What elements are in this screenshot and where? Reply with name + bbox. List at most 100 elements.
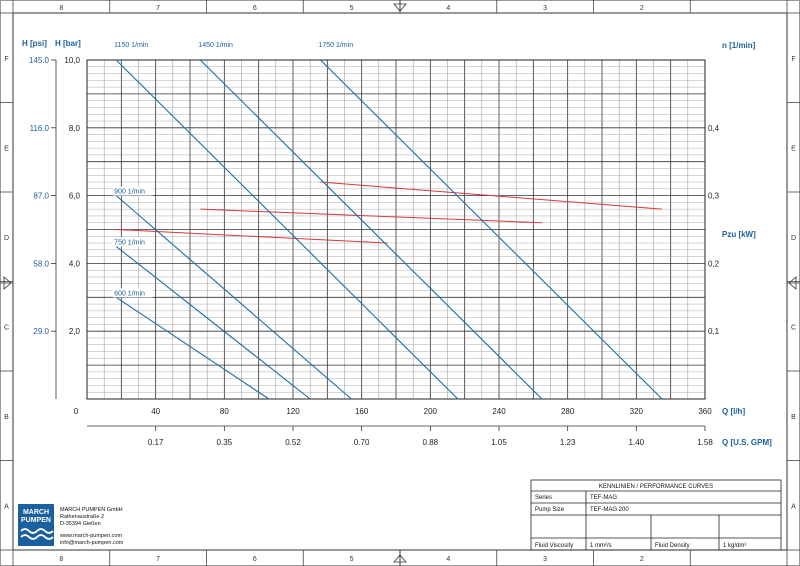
series-label: Series bbox=[535, 495, 552, 501]
head-curve-line bbox=[115, 59, 459, 400]
center-arrow-top-icon bbox=[393, 0, 407, 13]
axis-ticks: 0 40 80 120 160 200 240 280 320 360 0.17 0.35 0.52 0.… bbox=[29, 56, 720, 447]
series-value: TEF-MAG bbox=[590, 495, 617, 501]
head-curve-label: 1750 1/min bbox=[318, 42, 353, 49]
y-bar-tick-label: 6,0 bbox=[69, 192, 81, 201]
y-bar-tick-label: 10,0 bbox=[64, 56, 80, 65]
company-email[interactable]: info@march-pumpen.com bbox=[60, 540, 124, 546]
frame-top-number: 7 bbox=[156, 5, 160, 12]
company-block: MARCH PUMPEN MARCH PUMPEN GmbH Rathenaus… bbox=[18, 504, 124, 546]
x-tick-label: 120 bbox=[286, 407, 300, 416]
frame-left-letter: E bbox=[4, 145, 9, 152]
y-bar-tick-label: 2,0 bbox=[69, 327, 81, 336]
frame-top-number: 2 bbox=[640, 5, 644, 12]
frame-left-letter: F bbox=[4, 56, 8, 63]
frame-labels: 8 7 6 5 4 3 2 8 7 6 5 4 3 2 F F E E D D C C B B A A bbox=[4, 5, 796, 563]
x2-tick-label: 1.23 bbox=[560, 438, 576, 447]
head-curves bbox=[115, 59, 663, 400]
frame-top-number: 5 bbox=[350, 5, 354, 12]
frame-left-letter: A bbox=[4, 503, 9, 510]
head-curve-label: 600 1/min bbox=[114, 290, 145, 297]
frame-right-letter: F bbox=[791, 56, 795, 63]
x-tick-label: 160 bbox=[355, 407, 369, 416]
head-curve-label: 750 1/min bbox=[114, 239, 145, 246]
plot-border bbox=[86, 59, 706, 400]
viscosity-value: 1 mm²/s bbox=[590, 543, 612, 549]
x2-tick-label: 1.58 bbox=[697, 438, 713, 447]
y-psi-tick-label: 116.0 bbox=[30, 124, 50, 133]
y-psi-tick-label: 87.0 bbox=[33, 192, 49, 201]
x-tick-label: 240 bbox=[492, 407, 506, 416]
head-curve-label: 1450 1/min bbox=[198, 42, 233, 49]
company-street: Rathenaustraße 2 bbox=[60, 514, 104, 520]
frame-bottom-number: 7 bbox=[156, 556, 160, 563]
y-psi-axis-title: H [psi] bbox=[22, 39, 47, 48]
x-axis-title: Q [l/h] bbox=[722, 407, 745, 416]
head-curve-line bbox=[115, 195, 352, 400]
frame-top-number: 4 bbox=[446, 5, 450, 12]
x2-tick-label: 0.35 bbox=[217, 438, 233, 447]
y2-tick-label: 0,4 bbox=[708, 124, 720, 133]
x-tick-label: 280 bbox=[561, 407, 575, 416]
curve-labels: 600 1/min 750 1/min 900 1/min 1150 1/min 145… bbox=[112, 42, 353, 298]
x2-tick-label: 0.70 bbox=[354, 438, 370, 447]
company-web[interactable]: www.march-pumpen.com bbox=[59, 533, 122, 539]
y2-tick-label: 0,2 bbox=[708, 259, 720, 268]
frame-bottom-number: 8 bbox=[59, 556, 63, 563]
density-label: Fluid Density bbox=[655, 543, 690, 549]
frame-bottom-number: 2 bbox=[640, 556, 644, 563]
y-bar-tick-label: 8,0 bbox=[69, 124, 81, 133]
frame-left-letter: C bbox=[4, 324, 9, 331]
x-tick-label: 320 bbox=[630, 407, 644, 416]
company-city: D-35394 Gießen bbox=[60, 521, 101, 527]
center-arrow-left-icon bbox=[0, 276, 13, 290]
x-tick-label: 360 bbox=[698, 407, 712, 416]
curve-label-background bbox=[112, 288, 153, 298]
y-psi-tick-label: 145.0 bbox=[29, 56, 50, 65]
center-arrow-bottom-icon bbox=[393, 550, 407, 566]
density-value: 1 kg/dm³ bbox=[723, 543, 746, 549]
y2-tick-label: 0,1 bbox=[708, 327, 720, 336]
frame-top-number: 8 bbox=[59, 5, 63, 12]
title-block bbox=[530, 479, 782, 551]
frame-right-letter: C bbox=[791, 324, 796, 331]
x-tick-label: 80 bbox=[220, 407, 229, 416]
frame-right-letter: D bbox=[791, 235, 796, 242]
power-axis-title: Pzu [kW] bbox=[722, 230, 756, 239]
frame-right-letter: E bbox=[791, 145, 796, 152]
x-tick-label: 40 bbox=[151, 407, 160, 416]
y-psi-tick-label: 58.0 bbox=[33, 259, 49, 268]
center-arrow-right-icon bbox=[787, 276, 800, 290]
frame-top-number: 3 bbox=[543, 5, 547, 12]
y-bar-tick-label: 4,0 bbox=[69, 259, 81, 268]
viscosity-label: Fluid Viscosity bbox=[535, 543, 573, 549]
y2-tick-label: 0,3 bbox=[708, 192, 720, 201]
frame-top-number: 6 bbox=[253, 5, 257, 12]
pump-size-label: Pump Size bbox=[535, 507, 565, 513]
head-curve-line bbox=[115, 296, 270, 400]
head-curve-label: 1150 1/min bbox=[114, 42, 148, 49]
speed-axis-title: n [1/min] bbox=[722, 41, 756, 50]
power-curve-line bbox=[116, 229, 388, 244]
x2-tick-label: 1.40 bbox=[629, 438, 645, 447]
head-curve-line bbox=[199, 59, 543, 400]
power-curve-line bbox=[320, 181, 663, 210]
frame-left-letter: B bbox=[4, 414, 9, 421]
y-psi-tick-label: 29.0 bbox=[33, 327, 49, 336]
x2-tick-label: 0.52 bbox=[285, 438, 301, 447]
plot-grid bbox=[86, 59, 706, 400]
frame-bottom-number: 6 bbox=[253, 556, 257, 563]
company-name: MARCH PUMPEN GmbH bbox=[60, 507, 123, 513]
pump-size-value: TEF-MAG 200 bbox=[590, 507, 629, 513]
head-curve-line bbox=[115, 246, 311, 400]
head-curve-line bbox=[320, 59, 663, 400]
frame-bottom-number: 3 bbox=[543, 556, 547, 563]
frame-bottom-number: 5 bbox=[350, 556, 354, 563]
title-block-heading: KENNLINIEN / PERFORMANCE CURVES bbox=[599, 484, 713, 490]
x-tick-label: 0 bbox=[74, 407, 79, 416]
company-logo-line1: MARCH bbox=[23, 509, 49, 516]
x2-tick-label: 0.17 bbox=[148, 438, 164, 447]
